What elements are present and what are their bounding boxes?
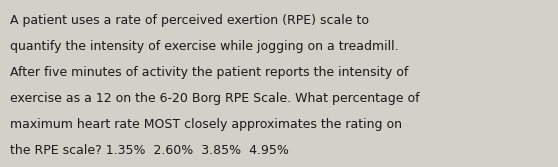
Text: maximum heart rate MOST closely approximates the rating on: maximum heart rate MOST closely approxim… — [10, 118, 402, 131]
Text: A patient uses a rate of perceived exertion (RPE) scale to: A patient uses a rate of perceived exert… — [10, 14, 369, 27]
Text: the RPE scale? 1.35%  2.60%  3.85%  4.95%: the RPE scale? 1.35% 2.60% 3.85% 4.95% — [10, 144, 289, 157]
Text: After five minutes of activity the patient reports the intensity of: After five minutes of activity the patie… — [10, 66, 408, 79]
Text: exercise as a 12 on the 6-20 Borg RPE Scale. What percentage of: exercise as a 12 on the 6-20 Borg RPE Sc… — [10, 92, 420, 105]
Text: quantify the intensity of exercise while jogging on a treadmill.: quantify the intensity of exercise while… — [10, 40, 398, 53]
